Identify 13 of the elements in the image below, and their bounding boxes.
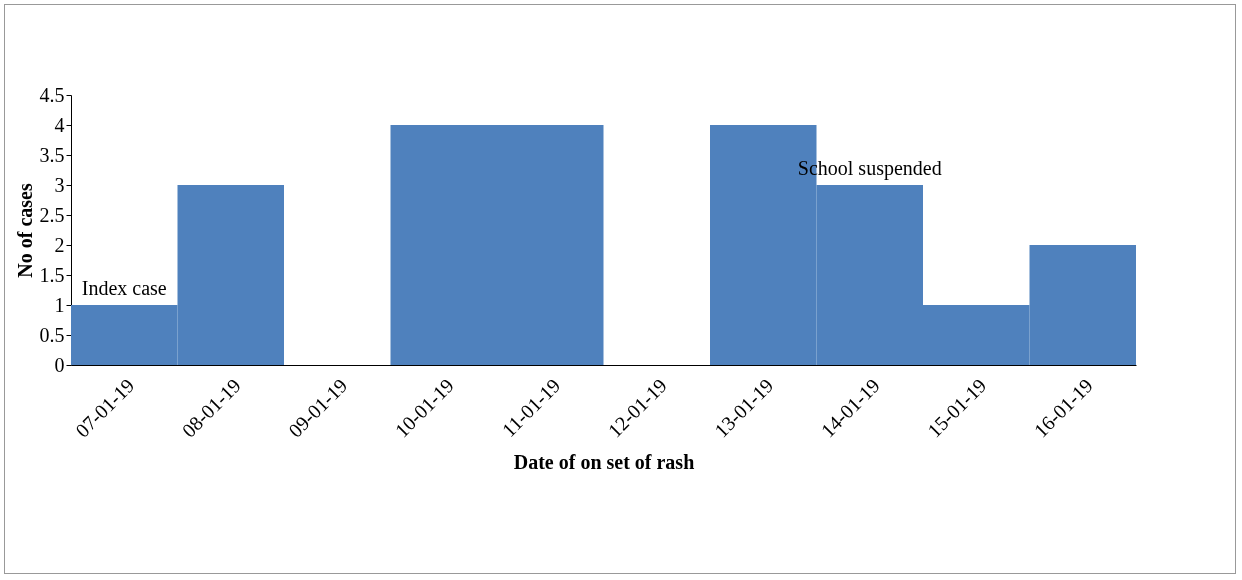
y-axis-title: No of cases xyxy=(13,183,36,278)
y-tick-label: 3 xyxy=(54,173,65,196)
y-tick-label: 0 xyxy=(54,353,65,376)
y-tick-label: 1.5 xyxy=(39,263,65,286)
y-tick-label: 4.5 xyxy=(39,83,65,106)
y-tick-label: 3.5 xyxy=(39,143,65,166)
y-tick-label: 1 xyxy=(54,293,65,316)
y-tick-label: 0.5 xyxy=(39,323,65,346)
y-tick-label: 2.5 xyxy=(39,203,65,226)
y-tick-label: 4 xyxy=(54,113,65,136)
x-axis-title: Date of on set of rash xyxy=(513,451,695,474)
y-tick-label: 2 xyxy=(54,233,65,256)
annotation: Index case xyxy=(81,277,167,299)
